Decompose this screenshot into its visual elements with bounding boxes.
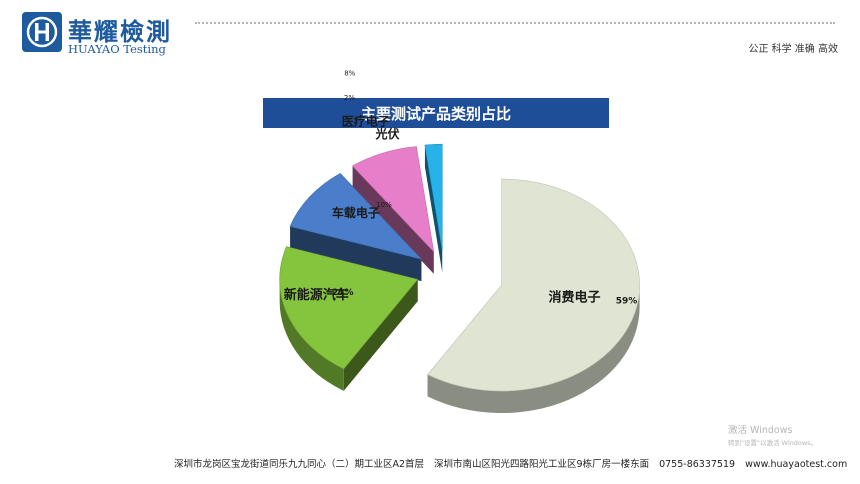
header: 華耀檢測 HUAYAO Testing 公正 科学 准确 高效 [0,0,860,70]
footer-phone: 0755-86337519 [659,459,736,470]
pie-slice-3 [289,173,423,260]
slice-label: 新能源汽车 [284,287,349,303]
slogan: 公正 科学 准确 高效 [748,44,838,55]
pie-slice-side [424,145,443,273]
pie-slice-2 [279,246,419,370]
logo-mark-icon [22,12,62,52]
footer-website: www.huayaotest.com [745,459,848,470]
logo-english-name: HUAYAO Testing [68,42,166,56]
pie-slice-wall [290,226,422,282]
slice-label: 车载电子 [332,205,380,220]
slice-label: 光伏 [374,126,399,141]
pie-slice-1 [427,178,640,392]
pie-slice-wall [343,279,418,391]
slice-percent-label: 10% [376,201,392,209]
company-logo: 華耀檢測 HUAYAO Testing [22,12,182,58]
windows-activation-watermark: 激活 Windows 转到"设置"以激活 Windows。 [728,422,817,447]
pie-slice-rim [427,285,640,414]
logo-chinese-name: 華耀檢測 [68,17,172,46]
slice-label: 消费电子 [548,289,600,305]
slice-percent-label: 2% [344,94,355,102]
watermark-title: 激活 Windows [728,425,793,436]
slice-percent-label: 59% [616,296,638,306]
header-divider [195,22,835,24]
pie-slice-5 [424,143,443,251]
chart-title: 主要测试产品类别占比 [263,98,609,128]
watermark-subtitle: 转到"设置"以激活 Windows。 [728,439,818,447]
footer-address-1: 深圳市龙岗区宝龙街道同乐九九同心（二）期工业区A2首层 [174,459,425,470]
pie-slice-wall [352,165,434,274]
slice-percent-label: 21% [332,288,354,298]
pie-slice-rim [279,279,344,391]
slice-percent-label: 8% [344,69,355,77]
pie-slice-wall [424,145,443,273]
footer-address-2: 深圳市南山区阳光四路阳光工业区9栋厂房一楼东面 [434,459,650,470]
footer: 深圳市龙岗区宝龙街道同乐九九同心（二）期工业区A2首层 深圳市南山区阳光四路阳光工… [174,456,857,470]
pie-slice-4 [352,146,435,253]
slice-label: 医疗电子 [342,113,390,128]
